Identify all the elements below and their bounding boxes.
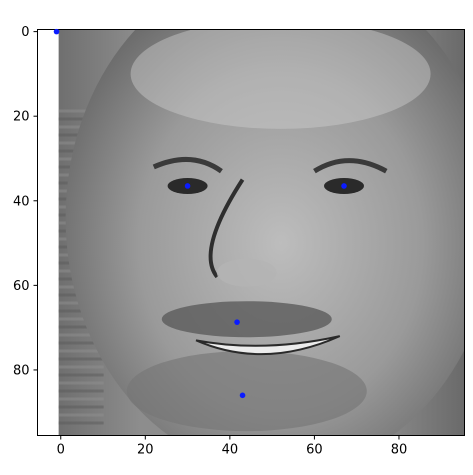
y-tick-label: 80 (13, 363, 30, 378)
y-tick-label: 60 (13, 279, 30, 294)
y-tick-label: 20 (13, 110, 30, 125)
keypoint-marker (239, 392, 246, 399)
image-streak (58, 389, 104, 393)
image-streak (58, 357, 104, 361)
x-tick-label: 40 (222, 443, 239, 458)
x-tick-label: 0 (57, 443, 65, 458)
x-tick-label: 80 (391, 443, 408, 458)
image-streak (58, 413, 104, 417)
face-forehead (130, 29, 431, 129)
x-tick-label: 60 (306, 443, 323, 458)
keypoint-marker (234, 319, 240, 325)
keypoint-marker (53, 28, 60, 35)
x-axis: 0 20 40 60 80 (57, 435, 408, 458)
face-beard (126, 351, 367, 432)
face-head (65, 29, 465, 436)
image-streak (58, 109, 104, 113)
y-tick-label: 40 (13, 194, 30, 209)
face-nose-line (208, 178, 245, 279)
y-axis: 0 20 40 60 80 (13, 25, 38, 378)
face-image (58, 29, 465, 436)
keypoint-marker (341, 183, 347, 189)
image-streak (58, 381, 104, 385)
x-tick-label: 20 (137, 443, 154, 458)
y-tick-label: 0 (21, 25, 29, 40)
image-streak (58, 341, 104, 345)
keypoint-marker (184, 183, 191, 189)
face-left-brow (152, 156, 223, 174)
image-streak (58, 405, 104, 409)
face-moustache (161, 301, 332, 338)
image-streak (58, 333, 104, 337)
image-streak (58, 397, 104, 401)
face-nose (216, 258, 277, 287)
image-streak (58, 421, 104, 425)
face-mouth (195, 335, 341, 356)
plot-frame (37, 29, 465, 436)
image-streak (58, 317, 104, 321)
image-streak (58, 325, 104, 329)
image-streak (58, 117, 104, 121)
keypoint-markers (53, 28, 347, 399)
face-right-brow (313, 158, 388, 174)
image-streak (58, 349, 104, 353)
image-streak (58, 373, 104, 377)
image-streak (58, 365, 104, 369)
